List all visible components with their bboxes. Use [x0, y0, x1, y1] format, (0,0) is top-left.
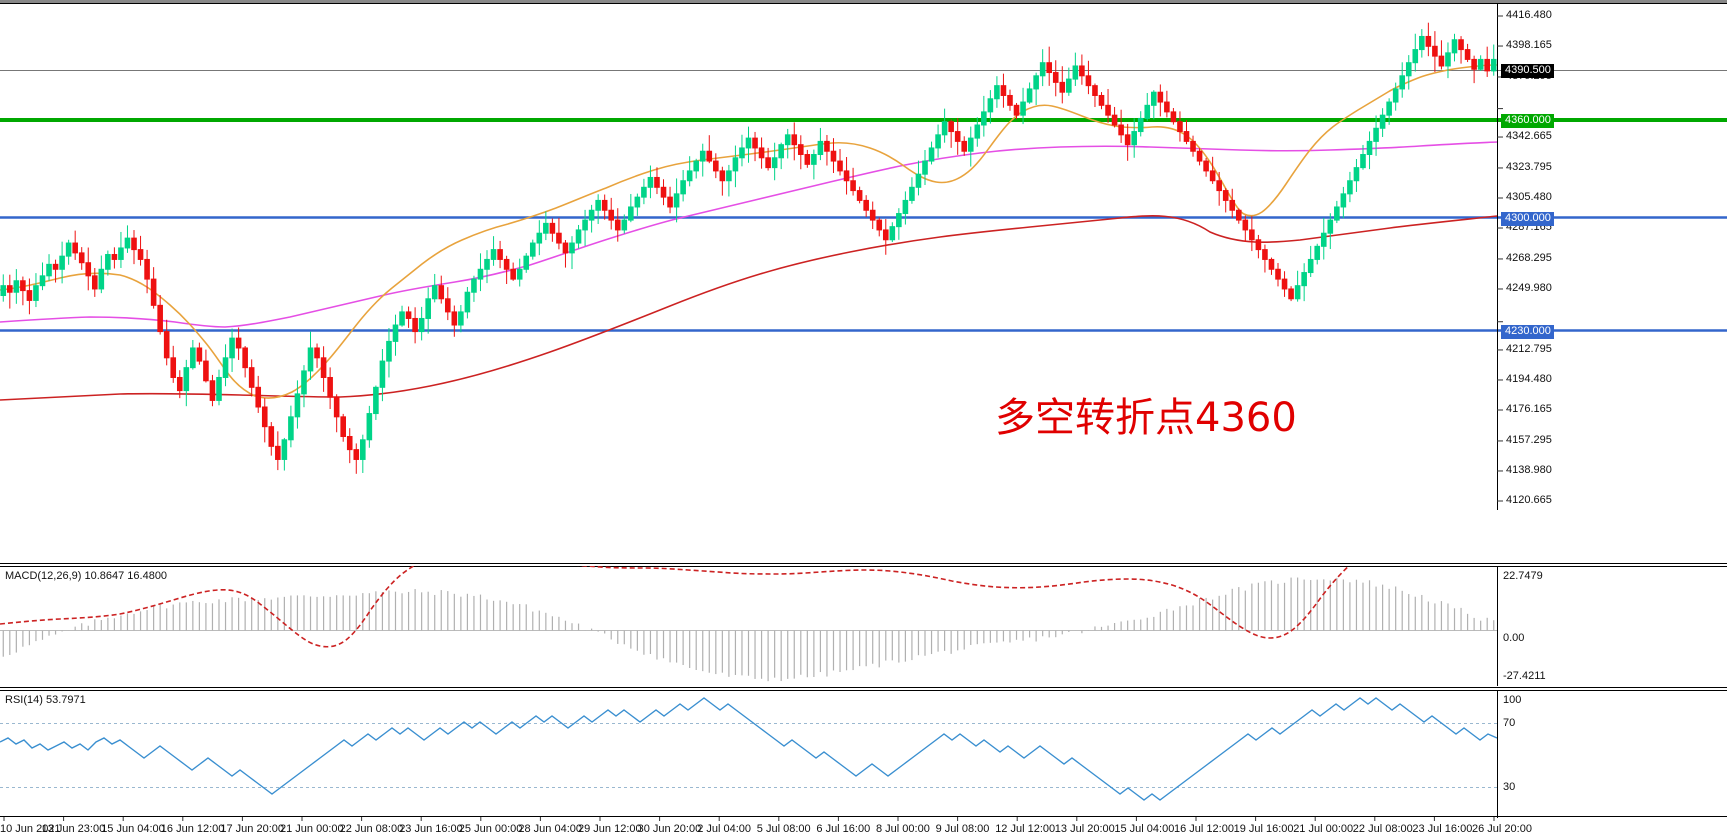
time-tick-label: 13 Jul 20:00 [1054, 823, 1115, 835]
time-tick-label: 2 Jul 04:00 [697, 823, 752, 835]
macd-indicator-label: MACD(12,26,9) 10.8647 16.4800 [5, 570, 168, 582]
time-tick-label: 13 Jun 23:00 [41, 823, 106, 835]
price-tick-label: 4305.480 [1506, 190, 1552, 203]
window-top-border-inner [0, 3, 1727, 4]
price-tick-label: 4194.480 [1506, 372, 1552, 385]
time-tick-label: 25 Jun 00:00 [458, 823, 523, 835]
time-tick-label: 5 Jul 08:00 [756, 823, 811, 835]
rsi-line [0, 697, 1497, 801]
time-tick-label: 8 Jul 00:00 [876, 823, 930, 835]
price-tick-label: 4323.795 [1506, 160, 1552, 173]
time-tick-label: 16 Jun 12:00 [160, 823, 225, 835]
time-tick-label: 29 Jun 12:00 [578, 823, 642, 835]
rsi-tick-100: 100 [1503, 694, 1522, 706]
macd-tick-zero: 0.00 [1503, 632, 1525, 644]
price-tick-label: 4212.795 [1506, 342, 1552, 355]
price-tick-label: 4249.980 [1506, 281, 1552, 294]
window-top-border [0, 0, 1727, 3]
time-tick-label: 23 Jul 16:00 [1412, 823, 1473, 835]
price-tick-label: 4157.295 [1506, 433, 1552, 446]
time-tick-label: 21 Jun 00:00 [280, 823, 344, 835]
price-tick-label: 4342.665 [1506, 130, 1552, 143]
chart-annotation-text: 多空转折点4360 [995, 395, 1297, 441]
price-tick-label: 4120.665 [1506, 494, 1552, 506]
blue-level-label-4230: 4230.000 [1501, 325, 1554, 339]
time-tick-label: 28 Jun 04:00 [518, 823, 583, 835]
time-tick-label: 16 Jul 12:00 [1174, 823, 1234, 835]
rsi-tick-30: 30 [1503, 781, 1516, 793]
macd-histogram [2, 577, 1495, 682]
time-tick-label: 30 Jun 20:00 [637, 823, 702, 835]
time-tick-label: 23 Jun 16:00 [399, 823, 463, 835]
blue-level-label-4300: 4300.000 [1501, 212, 1554, 226]
time-tick-label: 22 Jun 08:00 [339, 823, 404, 835]
rsi-indicator-label: RSI(14) 53.7971 [5, 694, 86, 706]
time-tick-label: 10 Jun 2021 [0, 823, 61, 835]
time-tick-label: 12 Jul 12:00 [995, 823, 1056, 835]
time-tick-label: 22 Jul 08:00 [1352, 823, 1413, 835]
macd-tick-max: 22.7479 [1503, 570, 1543, 582]
price-tick-label: 4416.480 [1506, 9, 1552, 21]
price-tick-label: 4138.980 [1506, 463, 1552, 476]
price-tick-label: 4176.165 [1506, 403, 1552, 415]
macd-tick-min: -27.4211 [1503, 670, 1546, 682]
time-tick-label: 15 Jul 04:00 [1114, 823, 1175, 835]
ma-medium-line [0, 141, 1497, 328]
time-tick-label: 19 Jul 16:00 [1233, 823, 1294, 835]
current-price-label: 4390.500 [1501, 64, 1554, 78]
time-tick-label: 15 Jun 04:00 [101, 823, 165, 835]
time-tick-label: 17 Jun 20:00 [220, 823, 285, 835]
time-tick-label: 6 Jul 16:00 [816, 823, 871, 835]
price-tick-label: 4398.165 [1506, 39, 1552, 52]
candlestick-series [0, 22, 1497, 474]
rsi-tick-70: 70 [1503, 717, 1516, 729]
time-tick-label: 9 Jul 08:00 [935, 823, 990, 835]
macd-signal-line [0, 566, 1350, 648]
price-tick-label: 4268.295 [1506, 251, 1552, 264]
green-level-label: 4360.000 [1501, 114, 1554, 128]
time-tick-label: 26 Jul 20:00 [1472, 823, 1532, 835]
time-tick-label: 21 Jul 00:00 [1293, 823, 1354, 835]
